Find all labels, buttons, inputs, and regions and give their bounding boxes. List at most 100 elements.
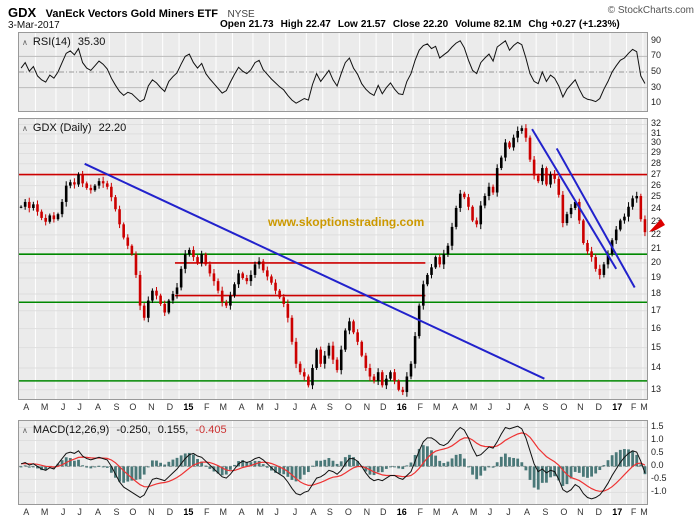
x-axis-label: N <box>577 402 584 412</box>
price-y-tick-label: 26 <box>651 179 662 190</box>
price-y-tick-label: 27 <box>651 168 662 179</box>
x-axis-label: M <box>432 402 441 412</box>
price-y-tick-label: 31 <box>651 127 662 138</box>
macd-histogram <box>19 445 647 490</box>
candlestick-series <box>19 124 647 397</box>
quote-value: 21.73 <box>248 19 274 30</box>
x-axis-label: A <box>523 507 530 517</box>
macd-y-tick-label: 0.0 <box>651 460 664 471</box>
x-axis-label: J <box>60 402 66 412</box>
price-y-tick-label: 13 <box>651 383 662 394</box>
x-axis-label: J <box>292 507 298 517</box>
quote-summary: Open 21.73 High 22.47 Low 21.57 Close 22.20 Volu… <box>213 19 620 30</box>
price-y-tick-label: 24 <box>651 203 662 214</box>
x-axis-label: J <box>292 402 298 412</box>
x-axis-label: A <box>310 507 317 517</box>
stockcharts-copyright: © StockCharts.com <box>607 5 694 16</box>
price-y-tick-label: 30 <box>651 137 662 148</box>
x-axis-label: O <box>344 507 352 517</box>
x-axis-label: O <box>344 402 352 412</box>
x-axis-label: M <box>219 507 227 517</box>
x-axis-label: 16 <box>396 402 407 412</box>
macd-panel-label: ∧ MACD(12,26,9) -0.250, 0.155, -0.405 <box>22 424 227 436</box>
macd-y-tick-label: 1.0 <box>651 434 664 445</box>
x-axis-label: J <box>506 402 511 412</box>
quote-value: 21.57 <box>360 19 386 30</box>
price-y-tick-label: 22 <box>651 228 662 239</box>
month-gridlines <box>34 119 644 399</box>
rsi-panel <box>18 32 648 112</box>
x-axis-label: 15 <box>183 402 194 412</box>
rsi-y-tick-label: 30 <box>651 81 662 92</box>
quote-value: 22.20 <box>423 19 449 30</box>
x-axis-label: F <box>204 507 210 517</box>
macd-signal-value: 0.155, <box>157 424 189 436</box>
price-y-tick-label: 29 <box>651 147 662 158</box>
price-y-tick-label: 21 <box>651 242 662 253</box>
x-axis-label: J <box>77 507 82 517</box>
x-axis-label: J <box>487 507 493 517</box>
macd-histogram-value: -0.405 <box>195 424 227 436</box>
rsi-y-tick-label: 10 <box>651 97 662 108</box>
x-axis-label: S <box>113 507 120 517</box>
price-y-tick-label: 32 <box>651 118 662 129</box>
macd-y-tick-label: 0.5 <box>651 447 664 458</box>
x-axis-label: D <box>166 402 174 412</box>
trendline <box>531 128 618 270</box>
x-axis-label: A <box>310 402 317 412</box>
x-axis-label: M <box>469 402 478 412</box>
x-axis-label: A <box>523 402 530 412</box>
red-arrow-marker <box>648 219 665 233</box>
quote-value: +0.27 (+1.23%) <box>550 19 620 30</box>
macd-y-tick-label: -1.0 <box>651 486 667 497</box>
x-axis-label: A <box>95 507 102 517</box>
x-axis-label: S <box>542 402 549 412</box>
rsi-panel-label: ∧ RSI(14) 35.30 <box>22 36 105 48</box>
x-axis-label: N <box>577 507 584 517</box>
rsi-line <box>20 40 646 104</box>
rsi-indicator-name: RSI(14) <box>32 36 71 48</box>
price-y-tick-label: 18 <box>651 287 662 298</box>
price-y-tick-label: 25 <box>651 191 662 202</box>
x-axis-label: J <box>274 402 279 412</box>
x-axis-label: J <box>487 402 493 412</box>
chart-date: 3-Mar-2017 <box>8 20 60 31</box>
x-axis-label: O <box>129 507 137 517</box>
macd-chart <box>19 421 647 504</box>
x-axis-label: D <box>595 402 603 412</box>
x-axis-label: M <box>640 507 648 517</box>
price-y-tick-label: 23 <box>651 215 662 226</box>
x-axis-label: J <box>77 402 82 412</box>
quote-label: Close <box>392 19 421 30</box>
x-axis-label: S <box>326 402 333 412</box>
quote-label: Volume <box>455 19 491 30</box>
ticker-symbol: GDX <box>8 5 37 20</box>
rsi-chart <box>19 33 647 111</box>
x-axis-label: M <box>40 507 49 517</box>
collapse-icon: ∧ <box>22 426 28 435</box>
x-axis-label: 16 <box>396 507 407 517</box>
x-axis-label: D <box>380 507 387 517</box>
x-axis-label: M <box>640 402 648 412</box>
price-y-tick-label: 17 <box>651 304 662 315</box>
x-axis-label: S <box>542 507 549 517</box>
x-axis-label: A <box>23 402 30 412</box>
price-y-tick-label: 19 <box>651 272 662 283</box>
macd-y-tick-label: -0.5 <box>651 473 667 484</box>
macd-line-value: -0.250, <box>116 424 151 436</box>
quote-label: Low <box>337 19 358 30</box>
x-axis-label: 17 <box>612 402 623 412</box>
x-axis-label: A <box>452 507 459 517</box>
last-price-value: 22.20 <box>98 122 127 134</box>
x-axis-label: M <box>469 507 478 517</box>
x-axis-label: D <box>380 402 387 412</box>
rsi-value: 35.30 <box>77 36 106 48</box>
x-axis-label: F <box>630 507 637 517</box>
macd-signal-line <box>21 432 646 492</box>
x-axis-label: M <box>219 402 227 412</box>
x-axis-label: N <box>363 402 371 412</box>
x-axis-label: A <box>238 402 245 412</box>
x-axis-label: A <box>95 402 102 412</box>
quote-label: High <box>280 19 303 30</box>
